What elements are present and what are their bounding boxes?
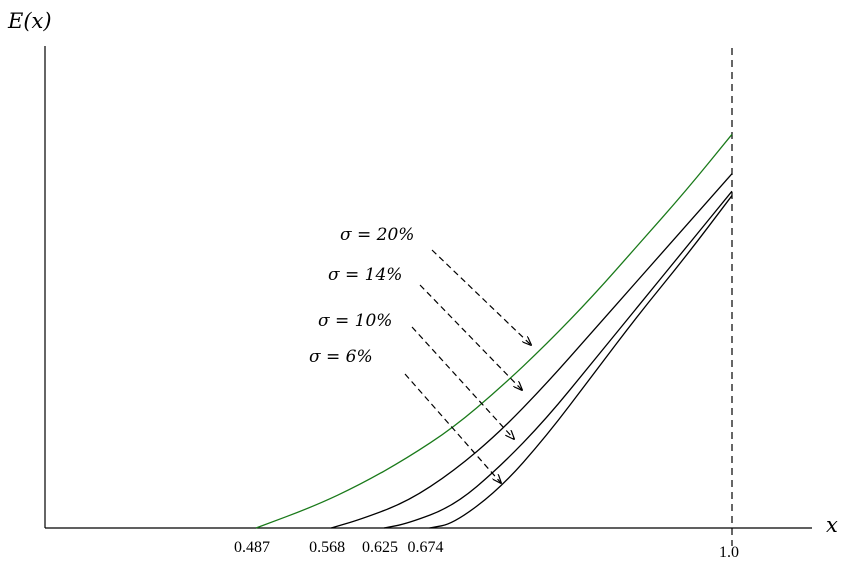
x-tick-label-4: 1.0 bbox=[719, 544, 739, 561]
series-line-0 bbox=[255, 133, 733, 529]
annotation-label-1: σ = 14% bbox=[328, 265, 402, 285]
annotation-label-0: σ = 20% bbox=[340, 225, 414, 245]
annotation-label-2: σ = 10% bbox=[318, 311, 392, 331]
y-axis-label: E(x) bbox=[7, 9, 52, 33]
series-line-1 bbox=[330, 173, 733, 529]
annotation-label-3: σ = 6% bbox=[309, 347, 373, 367]
x-tick-label-1: 0.568 bbox=[309, 539, 345, 556]
annotation-arrow-3 bbox=[404, 373, 501, 483]
annotation-layer: σ = 20% σ = 14% σ = 10% σ = 6% bbox=[309, 225, 531, 483]
x-tick-label-3: 0.674 bbox=[408, 539, 444, 556]
series-line-2 bbox=[383, 190, 733, 529]
series-line-3 bbox=[429, 195, 733, 529]
axes: E(x) x bbox=[7, 9, 838, 546]
x-tick-label-2: 0.625 bbox=[362, 539, 398, 556]
x-tick-label-0: 0.487 bbox=[234, 539, 270, 556]
x-axis-label: x bbox=[826, 513, 838, 537]
annotation-arrow-1 bbox=[419, 284, 522, 390]
annotation-arrow-2 bbox=[411, 326, 514, 439]
annotation-arrow-0 bbox=[431, 249, 531, 345]
tick-layer: 0.487 0.568 0.625 0.674 1.0 bbox=[234, 539, 739, 561]
series-layer bbox=[255, 133, 733, 529]
